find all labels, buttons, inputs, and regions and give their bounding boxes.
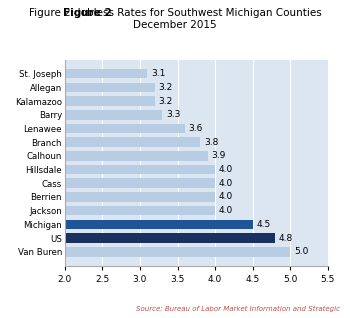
Text: 3.9: 3.9 — [211, 151, 226, 160]
Bar — [0, 192, 215, 202]
Text: Source: Bureau of Labor Market Information and Strategic: Source: Bureau of Labor Market Informati… — [135, 306, 340, 312]
Text: 3.8: 3.8 — [204, 138, 218, 147]
Text: 4.0: 4.0 — [219, 192, 233, 201]
Bar — [0, 178, 215, 188]
Text: 4.0: 4.0 — [219, 179, 233, 188]
Text: 3.1: 3.1 — [151, 69, 166, 78]
Bar — [0, 206, 215, 215]
Text: 3.3: 3.3 — [166, 110, 181, 119]
Text: Figure 2: Figure 2 — [63, 8, 112, 18]
Text: 3.2: 3.2 — [159, 97, 173, 106]
Bar — [0, 110, 162, 120]
Text: 3.6: 3.6 — [189, 124, 203, 133]
Bar — [0, 69, 147, 79]
Text: Figure 2: Jobless Rates for Southwest Michigan Counties
December 2015: Figure 2: Jobless Rates for Southwest Mi… — [29, 8, 321, 30]
Text: 4.5: 4.5 — [257, 220, 271, 229]
Text: 4.0: 4.0 — [219, 206, 233, 215]
Text: 4.8: 4.8 — [279, 233, 293, 243]
Bar — [0, 165, 215, 174]
Bar — [0, 219, 253, 229]
Bar — [0, 124, 185, 133]
Text: 5.0: 5.0 — [294, 247, 308, 256]
Text: 4.0: 4.0 — [219, 165, 233, 174]
Bar — [0, 247, 290, 257]
Bar — [0, 83, 155, 92]
Bar — [0, 96, 155, 106]
Bar — [0, 137, 200, 147]
Bar — [0, 233, 275, 243]
Text: 3.2: 3.2 — [159, 83, 173, 92]
Bar — [0, 151, 208, 161]
Title: Figure 2: Jobless Rates for Southwest Michigan Counties
December 2015: Figure 2: Jobless Rates for Southwest Mi… — [0, 317, 1, 318]
